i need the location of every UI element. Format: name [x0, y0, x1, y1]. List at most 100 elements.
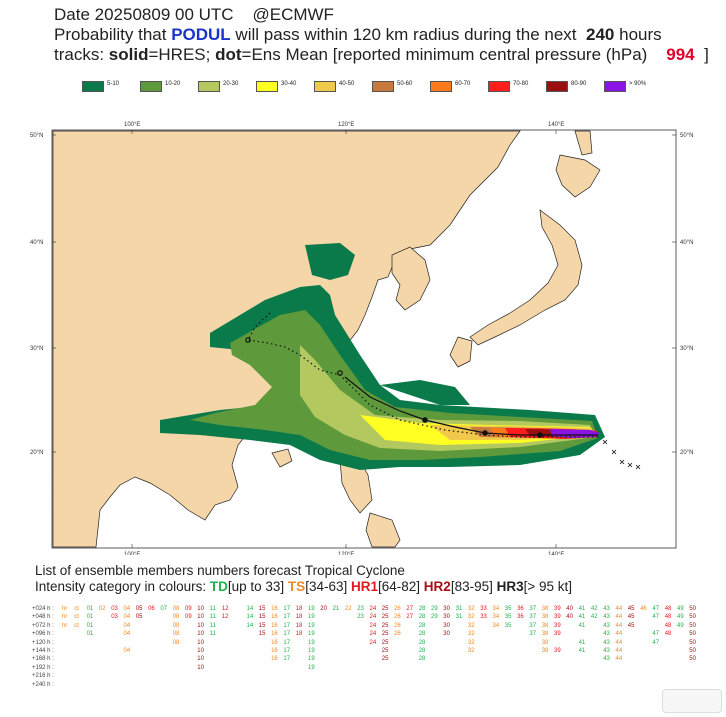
- member-number: 28: [418, 606, 426, 612]
- legend-label: 80-90: [571, 81, 587, 87]
- sakhalin: [574, 130, 593, 156]
- member-number: 25: [381, 648, 389, 654]
- member-number: 40: [566, 614, 573, 621]
- row-label: +168 h :: [32, 656, 54, 663]
- member-number: 25: [381, 656, 389, 663]
- member-number: 41: [578, 622, 586, 629]
- member-number: 47: [652, 614, 660, 621]
- member-number: 23: [357, 614, 364, 621]
- member-number: 39: [554, 631, 561, 638]
- member-number: 24: [369, 631, 377, 638]
- hres-point: [537, 432, 543, 438]
- storm-name: PODUL: [171, 25, 231, 44]
- member-number: 30: [443, 622, 450, 629]
- lon-label: 140°E: [548, 122, 564, 128]
- member-number: 34: [492, 614, 500, 621]
- member-number: 28: [418, 656, 426, 663]
- graticule: [52, 130, 676, 548]
- member-number: 19: [308, 639, 315, 646]
- member-number: 17: [283, 639, 291, 646]
- member-number: 10: [197, 639, 204, 646]
- member-number: 04: [123, 648, 131, 654]
- dot-label: dot: [215, 45, 242, 64]
- member-number: 37: [529, 631, 537, 638]
- member-number: 37: [529, 614, 537, 621]
- member-number: 50: [689, 622, 696, 629]
- member-number: 26: [394, 606, 401, 612]
- member-number: 22: [344, 606, 352, 612]
- member-number: 03: [111, 614, 118, 621]
- hres-label: =HRES;: [148, 45, 211, 64]
- member-number: 17: [283, 648, 291, 654]
- legend-swatch: [256, 81, 278, 92]
- row-label: +120 h :: [32, 639, 54, 646]
- member-number: 01: [86, 622, 94, 629]
- legend-label: 20-30: [223, 81, 239, 87]
- member-number: 49: [677, 606, 684, 612]
- member-number: 14: [246, 606, 254, 612]
- member-number: 19: [308, 606, 315, 612]
- member-number: 32: [467, 606, 475, 612]
- ensemble-crosses: [602, 439, 641, 470]
- header-line-3: tracks: solid=HRES; dot=Ens Mean [report…: [54, 45, 709, 64]
- hres-track: [344, 376, 598, 438]
- row-label: +192 h :: [32, 664, 54, 671]
- member-number: 33: [480, 606, 487, 612]
- swath-over-90: [550, 429, 600, 438]
- member-number: 38: [541, 614, 549, 621]
- member-number: 19: [308, 631, 315, 638]
- legend-swatch: [546, 81, 568, 92]
- member-number: 32: [467, 648, 475, 654]
- lat-label: 20°N: [30, 450, 43, 456]
- member-number: 43: [603, 631, 610, 638]
- member-number: 50: [689, 656, 696, 663]
- cat-td-range: [up to 33]: [227, 579, 285, 594]
- member-number: 34: [492, 622, 500, 629]
- member-number: 19: [308, 664, 315, 671]
- member-number: 45: [627, 606, 635, 612]
- member-number: 45: [627, 622, 635, 629]
- member-number: ct: [74, 622, 79, 629]
- member-number: 08: [172, 622, 180, 629]
- member-number: 08: [172, 631, 180, 638]
- cat-hr3-range: [> 95 kt]: [523, 579, 573, 594]
- philippines-south: [365, 512, 401, 548]
- pressure-value: 994: [666, 45, 695, 64]
- member-number: 43: [603, 614, 610, 621]
- member-number: 39: [554, 622, 561, 629]
- member-number: 49: [677, 622, 684, 629]
- member-number: 29: [431, 606, 438, 612]
- lat-label: 20°N: [680, 450, 693, 456]
- header-line-2: Probability that PODUL will pass within …: [54, 25, 662, 45]
- member-number: 20: [320, 606, 327, 612]
- member-number: 11: [209, 614, 216, 621]
- member-number: 08: [172, 606, 180, 612]
- korea-peninsula: [391, 246, 431, 311]
- member-number: 36: [517, 606, 524, 612]
- ens-mean-point: [337, 370, 343, 376]
- member-number: 41: [578, 614, 586, 621]
- member-number: 44: [615, 622, 623, 629]
- member-number: 19: [308, 622, 315, 629]
- lat-label: 50°N: [30, 133, 43, 139]
- legend-label: 50-60: [397, 81, 413, 87]
- member-number: 26: [394, 622, 401, 629]
- row-label: +144 h :: [32, 648, 54, 654]
- swath-5-10-north: [305, 243, 355, 280]
- header-line-1: Date 20250809 00 UTC @ECMWF: [54, 5, 334, 25]
- member-number: 38: [541, 606, 549, 612]
- member-number: 43: [603, 648, 610, 654]
- member-number: 18: [295, 606, 303, 612]
- row-label: +072 h :: [32, 622, 54, 629]
- member-number: 11: [209, 606, 216, 612]
- member-number: 10: [197, 631, 204, 638]
- member-number: 05: [135, 606, 143, 612]
- member-number: 19: [308, 656, 315, 663]
- member-number: 15: [258, 622, 266, 629]
- member-number: 28: [418, 631, 426, 638]
- member-number: 04: [123, 622, 131, 629]
- member-number: 34: [492, 606, 500, 612]
- member-number: 44: [615, 606, 623, 612]
- cat-hr1-range: [64-82]: [378, 579, 421, 594]
- member-number: 32: [467, 639, 475, 646]
